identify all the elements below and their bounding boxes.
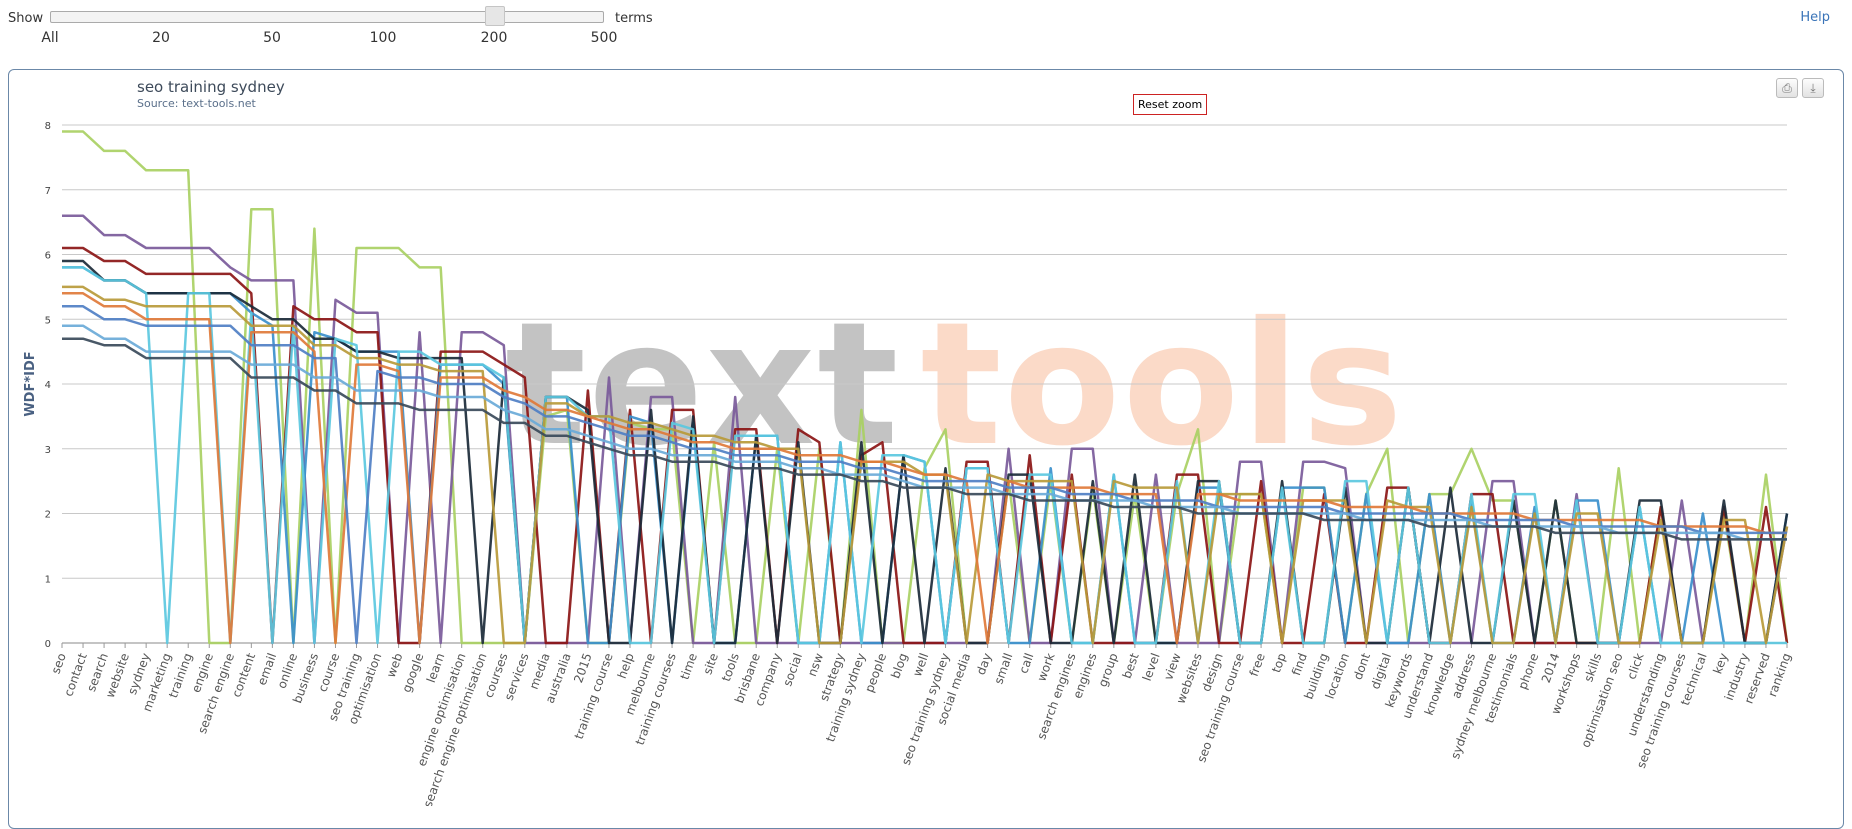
x-tick-label: well — [910, 651, 931, 678]
show-label: Show — [8, 11, 44, 26]
x-tick-label: tools — [719, 651, 742, 683]
y-tick-label: 0 — [45, 639, 51, 650]
x-tick-label: social — [780, 651, 805, 688]
x-tick-label: seo — [48, 651, 68, 676]
print-icon: ⎙ — [1782, 81, 1792, 95]
chart-subtitle: Source: text-tools.net — [137, 97, 256, 110]
wdf-idf-line-chart: 012345678WDF*IDFseocontactsearchwebsites… — [23, 121, 1794, 806]
x-tick-label: free — [1247, 651, 1268, 678]
slider-tick-20[interactable]: 20 — [152, 30, 170, 46]
x-tick-label: day — [974, 651, 995, 677]
reset-zoom-button[interactable]: Reset zoom — [1133, 94, 1208, 115]
x-tick-label: learn — [424, 651, 448, 684]
x-tick-label: blog — [888, 651, 910, 680]
download-button[interactable]: ⤓ — [1802, 78, 1824, 98]
chart-title: seo training sydney — [137, 78, 285, 96]
x-tick-label: 2014 — [1539, 651, 1563, 684]
terms-slider-handle[interactable] — [485, 6, 505, 26]
y-tick-label: 4 — [45, 380, 51, 391]
x-tick-label: top — [1269, 651, 1289, 674]
x-tick-label: small — [991, 651, 1015, 686]
y-tick-label: 6 — [45, 251, 51, 262]
download-icon: ⤓ — [1810, 81, 1816, 95]
slider-tick-all[interactable]: All — [41, 30, 59, 46]
x-tick-label: skills — [1581, 651, 1604, 683]
y-tick-label: 8 — [45, 121, 51, 132]
y-tick-label: 2 — [45, 510, 51, 521]
terms-label: terms — [615, 11, 653, 26]
terms-slider-track[interactable] — [50, 11, 604, 23]
slider-tick-50[interactable]: 50 — [263, 30, 281, 46]
x-tick-label: 2015 — [571, 651, 595, 684]
x-tick-label: key — [1710, 651, 1730, 676]
slider-tick-100[interactable]: 100 — [369, 30, 397, 46]
x-tick-label: time — [677, 651, 699, 681]
series-line — [62, 337, 1787, 541]
x-tick-label: help — [615, 651, 637, 680]
x-tick-label: call — [1016, 651, 1036, 675]
x-tick-label: best — [1120, 651, 1142, 680]
x-tick-label: dont — [1351, 651, 1374, 682]
x-tick-label: view — [1161, 651, 1184, 682]
x-tick-label: click — [1624, 651, 1646, 681]
y-tick-label: 7 — [45, 186, 51, 197]
y-tick-label: 5 — [45, 315, 51, 326]
y-axis-label: WDF*IDF — [23, 351, 38, 416]
series-line — [62, 266, 1787, 645]
x-tick-label: work — [1034, 651, 1057, 683]
x-tick-label: web — [384, 651, 406, 679]
slider-tick-500[interactable]: 500 — [590, 30, 618, 46]
watermark-tools-part: tools — [920, 286, 1405, 484]
x-tick-label: find — [1289, 651, 1310, 677]
y-tick-label: 3 — [45, 445, 51, 456]
x-tick-label: group — [1096, 651, 1121, 689]
series-line — [62, 305, 1787, 645]
print-button[interactable]: ⎙ — [1776, 78, 1798, 98]
x-tick-label: site — [700, 651, 721, 676]
y-tick-label: 1 — [45, 574, 51, 585]
help-link[interactable]: Help — [1800, 10, 1830, 25]
terms-slider-bar: Show terms All 20 50 100 200 500 Help — [0, 0, 1852, 50]
x-tick-label: level — [1140, 651, 1163, 683]
series-line — [62, 292, 1787, 645]
slider-tick-200[interactable]: 200 — [480, 30, 508, 46]
x-tick-label: nsw — [805, 651, 826, 678]
